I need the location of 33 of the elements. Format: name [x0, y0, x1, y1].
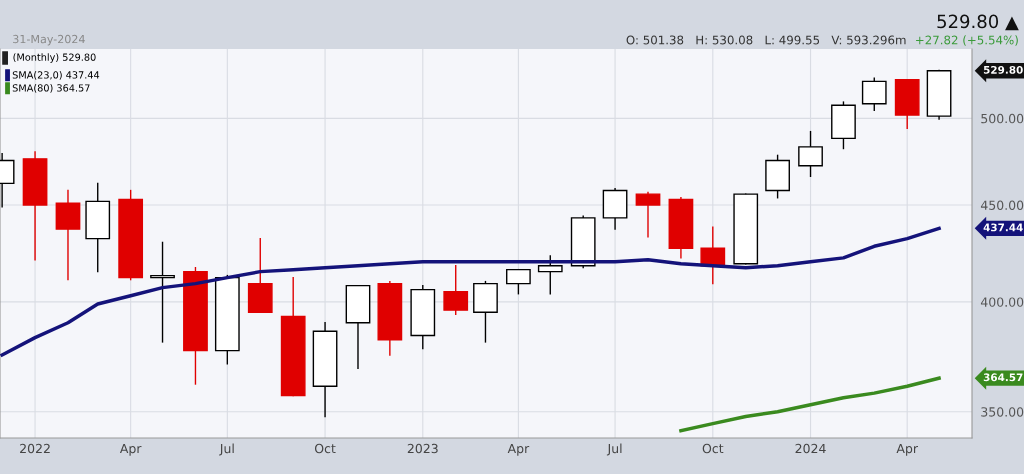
x-tick-label: 2022 — [20, 443, 50, 454]
text: 437.44 — [983, 223, 1023, 232]
line-series — [0, 226, 941, 357]
legend-label: SMA(80) 364.57 — [12, 84, 90, 93]
x-tick-label: Oct — [314, 443, 336, 454]
x-tick-label: Apr — [119, 443, 142, 456]
x-tick-label: 2024 — [795, 443, 826, 454]
candlestick — [22, 151, 48, 261]
text: 529.80 — [983, 65, 1023, 74]
x-tick-label: 2023 — [407, 443, 438, 454]
text: 364.57 — [983, 373, 1023, 382]
x-tick-label: Jul — [606, 443, 622, 456]
text: 529.80 ▲ — [937, 14, 1019, 31]
candlestick — [312, 322, 338, 418]
y-tick-label: 500.00 — [981, 113, 1024, 124]
line-series — [679, 376, 941, 433]
candlestick — [55, 189, 81, 281]
chart-subtitle: 31-May-2024 — [13, 34, 85, 46]
candlestick — [602, 188, 628, 230]
text: O: 501.38 H: 530.08 L: 499.55 V: 593.296m — [626, 35, 906, 45]
annotation: (Monthly) 529.80 — [13, 53, 96, 63]
candlestick — [668, 197, 694, 259]
y-tick-label: 450.00 — [980, 200, 1024, 210]
y-tick-label: 400.00 — [980, 297, 1024, 307]
x-tick-label: Apr — [507, 443, 530, 456]
x-tick-label: Apr — [896, 443, 919, 456]
legend-label: SMA(23,0) 437.44 — [12, 71, 100, 80]
y-tick-label: 350.00 — [981, 407, 1024, 417]
text: +27.82 (+5.54%) — [916, 35, 1018, 46]
candlestick — [377, 280, 403, 356]
x-tick-label: Jul — [219, 443, 234, 456]
x-tick-label: Oct — [702, 443, 724, 454]
candlestick — [150, 241, 175, 343]
